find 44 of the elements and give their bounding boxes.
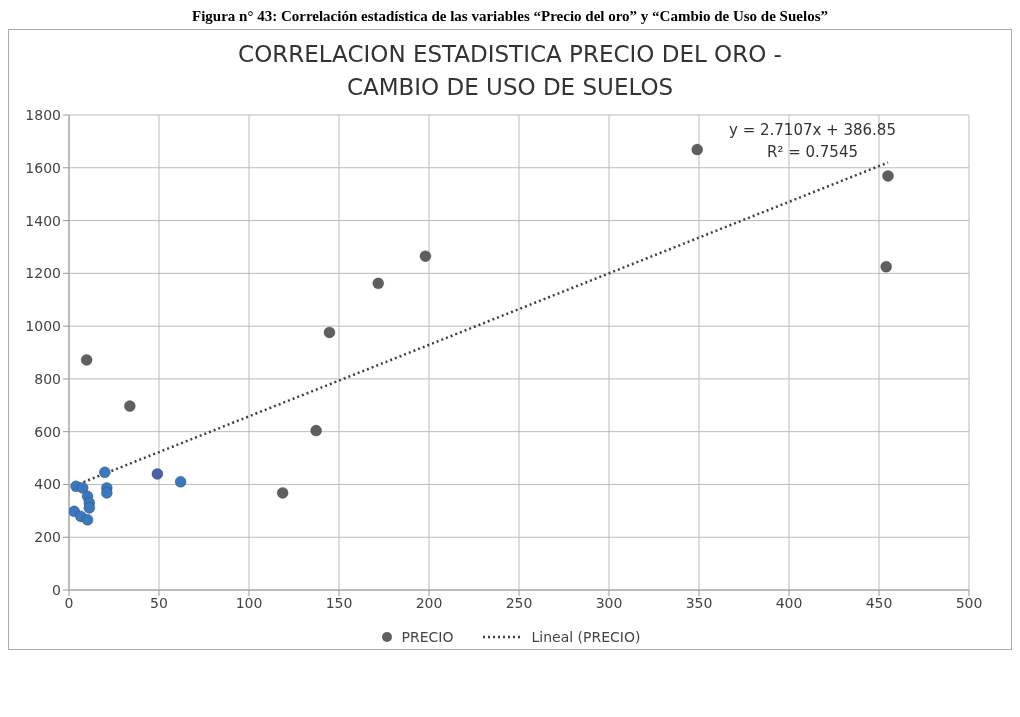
point <box>372 277 385 290</box>
point <box>123 399 136 412</box>
x-tick-label: 200 <box>415 594 443 611</box>
point <box>882 169 894 182</box>
x-tick-label: 400 <box>775 594 803 611</box>
y-tick-label: 200 <box>34 528 61 545</box>
x-tick-label: 500 <box>955 594 983 611</box>
x-tick-label: 50 <box>150 594 168 611</box>
x-tick-label: 100 <box>235 594 263 611</box>
point <box>310 424 323 437</box>
annotation: R² = 0.7545 <box>765 142 859 164</box>
x-tick-label: 450 <box>865 594 893 611</box>
point <box>151 467 164 480</box>
point <box>76 481 89 494</box>
y-tick-label: 1200 <box>25 264 61 281</box>
x-tick-label: 150 <box>325 594 353 611</box>
point <box>174 475 187 488</box>
y-tick-label: 1000 <box>25 317 61 334</box>
y-tick-label: 800 <box>34 370 61 387</box>
point <box>98 465 111 478</box>
y-tick-label: 0 <box>52 581 61 598</box>
point <box>100 486 113 499</box>
legend-label: PRECIO <box>401 628 454 645</box>
y-tick-label: 400 <box>34 476 61 493</box>
x-tick-label: 250 <box>505 594 533 611</box>
y-tick-label: 600 <box>34 423 61 440</box>
x-tick-label: 0 <box>64 594 74 611</box>
y-tick-label: 1600 <box>25 159 61 176</box>
chart-title: CORRELACION ESTADISTICA PRECIO DEL ORO - CAMBIO DE USO DE SUELOS <box>237 40 783 103</box>
point <box>691 143 704 156</box>
point <box>419 249 432 262</box>
point <box>880 260 893 273</box>
y-tick-label: 1400 <box>25 212 61 229</box>
annotation: y = 2.7107x + 386.85 <box>729 119 896 141</box>
point <box>276 486 289 499</box>
legend-label: Lineal (PRECIO) <box>531 628 641 645</box>
y-tick-label: 1800 <box>25 106 61 123</box>
point <box>80 353 93 366</box>
point <box>83 501 96 514</box>
text: Figura n° 43: Correlación estadística de las variables “Precio del oro” y “Cambio de Uso de Suelos” <box>191 8 829 25</box>
point <box>323 326 336 339</box>
point <box>81 513 94 526</box>
x-tick-label: 350 <box>685 594 713 611</box>
x-tick-label: 300 <box>595 594 623 611</box>
